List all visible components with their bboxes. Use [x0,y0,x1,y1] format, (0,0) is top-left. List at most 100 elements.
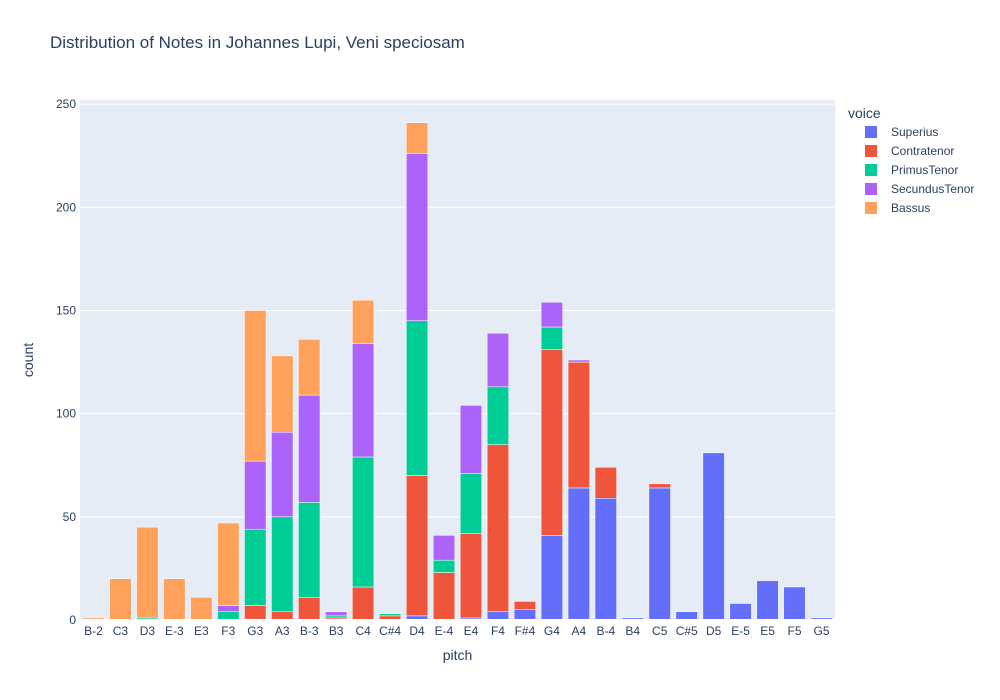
bar-superius-c#5[interactable] [675,611,698,621]
bar-superius-c5[interactable] [648,487,671,621]
bar-contratenor-e4[interactable] [459,533,483,619]
y-tick-label: 250 [56,97,76,111]
bar-bassus-d4[interactable] [406,122,429,154]
bar-secundustenor-b3[interactable] [325,611,348,617]
bar-primustenor-a3[interactable] [271,516,294,612]
x-tick-label: F3 [221,624,235,638]
bar-contratenor-b-3[interactable] [298,597,321,621]
x-tick-label: B-4 [596,624,615,638]
bar-superius-a4[interactable] [567,487,590,621]
x-tick-label: A3 [275,624,290,638]
y-tick-label: 0 [69,613,76,627]
bar-contratenor-c4[interactable] [352,586,375,621]
chart-title: Distribution of Notes in Johannes Lupi, … [50,33,465,52]
bar-bassus-e-3[interactable] [163,578,186,621]
x-axis-title: pitch [443,647,473,663]
x-tick-label: C4 [355,624,371,638]
x-tick-label: E3 [194,624,209,638]
legend-swatch-primustenor[interactable] [865,164,877,176]
bar-bassus-g3[interactable] [244,310,267,462]
bar-contratenor-a3[interactable] [271,611,294,621]
legend-item-contratenor[interactable]: Contratenor [891,144,954,158]
x-tick-label: C#5 [676,624,698,638]
bar-secundustenor-e-4[interactable] [432,535,456,561]
bar-bassus-d3[interactable] [136,526,159,619]
y-tick-label: 200 [56,200,76,214]
bar-secundustenor-d4[interactable] [406,153,429,322]
bar-primustenor-c4[interactable] [352,456,375,588]
bar-superius-e-5[interactable] [729,603,752,621]
y-tick-label: 150 [56,303,76,317]
legend-swatch-bassus[interactable] [865,202,877,214]
bar-secundustenor-g3[interactable] [244,460,267,530]
bar-bassus-e3[interactable] [190,597,213,621]
legend-swatch-secundustenor[interactable] [865,183,877,195]
x-tick-label: B-3 [300,624,319,638]
bar-bassus-c4[interactable] [352,299,375,344]
bar-secundustenor-g4[interactable] [540,301,563,328]
bar-contratenor-a4[interactable] [567,361,590,489]
x-tick-label: F5 [788,624,802,638]
bar-superius-f#4[interactable] [513,609,536,621]
bar-primustenor-e4[interactable] [459,473,483,534]
y-axis-title: count [20,343,36,377]
x-tick-label: F4 [491,624,505,638]
bar-superius-e5[interactable] [756,580,779,621]
bar-bassus-f3[interactable] [217,522,240,606]
bar-primustenor-b-3[interactable] [298,502,321,598]
x-tick-label: A4 [571,624,586,638]
bar-contratenor-b-4[interactable] [594,467,617,499]
x-tick-label: E-3 [165,624,184,638]
bar-superius-f4[interactable] [486,611,509,621]
bar-primustenor-d4[interactable] [406,320,429,476]
bar-contratenor-d4[interactable] [406,475,429,617]
legend-swatch-contratenor[interactable] [865,145,877,157]
bar-contratenor-f#4[interactable] [513,601,536,610]
x-tick-label: C5 [652,624,668,638]
bar-primustenor-g4[interactable] [540,326,563,350]
bar-secundustenor-a4[interactable] [567,359,590,363]
bar-secundustenor-c4[interactable] [352,343,375,458]
x-tick-label: E-5 [731,624,750,638]
legend-item-bassus[interactable]: Bassus [891,201,930,215]
bar-bassus-a3[interactable] [271,355,294,433]
bar-secundustenor-e4[interactable] [459,405,483,474]
x-tick-label: B3 [329,624,344,638]
bar-contratenor-g4[interactable] [540,349,563,536]
bar-primustenor-g3[interactable] [244,528,267,606]
bar-secundustenor-b-3[interactable] [298,394,321,503]
bar-contratenor-e-4[interactable] [432,572,456,621]
bar-bassus-c3[interactable] [109,578,132,621]
x-tick-label: C3 [113,624,129,638]
bar-secundustenor-f3[interactable] [217,605,240,612]
bar-superius-b-4[interactable] [594,498,617,621]
bar-primustenor-f3[interactable] [217,611,240,621]
legend-item-secundustenor[interactable]: SecundusTenor [891,182,974,196]
bar-contratenor-c5[interactable] [648,483,671,489]
x-tick-label: E4 [464,624,479,638]
bar-contratenor-f4[interactable] [486,444,509,612]
bar-contratenor-g3[interactable] [244,605,267,621]
bar-primustenor-c#4[interactable] [379,613,402,617]
legend-title: voice [848,105,881,121]
bar-secundustenor-a3[interactable] [271,431,294,518]
bar-superius-g4[interactable] [540,535,563,621]
legend-swatch-superius[interactable] [865,126,877,138]
y-tick-label: 50 [63,510,77,524]
x-tick-label: G4 [544,624,560,638]
bar-superius-d5[interactable] [702,452,725,621]
bar-bassus-b-3[interactable] [298,339,321,396]
x-tick-label: G3 [247,624,263,638]
legend-item-primustenor[interactable]: PrimusTenor [891,163,958,177]
y-tick-label: 100 [56,407,76,421]
bar-secundustenor-f4[interactable] [486,332,509,388]
bar-primustenor-b3[interactable] [325,615,348,619]
legend-item-superius[interactable]: Superius [891,125,938,139]
x-tick-label: B-2 [84,624,103,638]
bar-superius-f5[interactable] [783,586,806,621]
bar-primustenor-f4[interactable] [486,386,509,445]
bar-primustenor-e-4[interactable] [432,559,456,573]
x-tick-label: D3 [140,624,156,638]
